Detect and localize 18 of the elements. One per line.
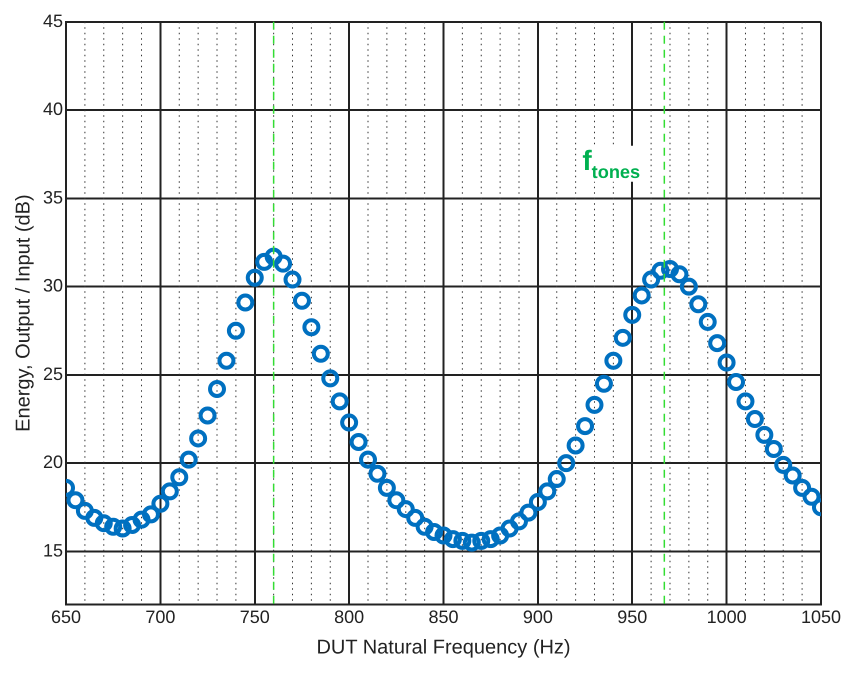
y-tick-label: 35: [42, 187, 64, 208]
y-tick-label: 30: [42, 276, 64, 296]
y-tick-label: 25: [42, 364, 64, 384]
x-tick-label: 800: [334, 607, 364, 628]
x-tick-label: 700: [145, 607, 176, 628]
x-tick-label: 950: [617, 607, 648, 628]
x-tick-label: 750: [240, 607, 270, 628]
y-tick-label: 40: [42, 99, 64, 120]
x-tick-label: 650: [51, 607, 82, 628]
y-axis-title: Energy, Output / Input (dB): [12, 194, 35, 432]
y-tick-label: 45: [42, 10, 64, 31]
x-tick-label: 1050: [800, 607, 841, 628]
y-tick-label: 20: [42, 452, 64, 472]
y-tick-label: 15: [42, 540, 64, 560]
x-tick-label: 900: [522, 607, 553, 628]
x-axis-title: DUT Natural Frequency (Hz): [316, 636, 571, 659]
x-tick-label: 850: [428, 607, 459, 628]
x-tick-label: 1000: [706, 607, 747, 628]
